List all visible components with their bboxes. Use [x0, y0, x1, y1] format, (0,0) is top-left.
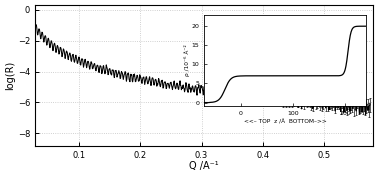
Y-axis label: log(R): log(R): [5, 61, 15, 90]
X-axis label: Q /A⁻¹: Q /A⁻¹: [189, 161, 219, 171]
